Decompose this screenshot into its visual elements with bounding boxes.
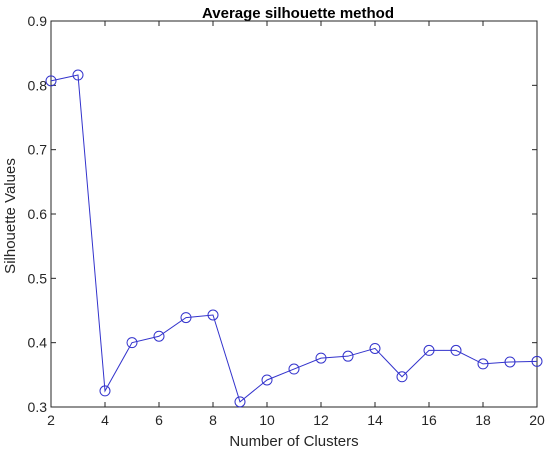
data-point-marker	[396, 371, 408, 383]
series-layer	[45, 69, 543, 408]
y-tick-label: 0.4	[28, 335, 48, 351]
data-point-marker	[207, 309, 219, 321]
x-tick-label: 18	[475, 412, 491, 428]
x-tick-label: 14	[367, 412, 383, 428]
data-point-marker	[423, 344, 435, 356]
y-tick-label: 0.5	[28, 270, 48, 286]
axis-ticks	[50, 20, 538, 408]
chart-title: Average silhouette method	[202, 5, 394, 22]
series-line	[50, 74, 538, 403]
data-point-marker	[369, 342, 381, 354]
x-tick-label: 4	[101, 412, 109, 428]
x-tick-label: 20	[529, 412, 545, 428]
data-point-marker	[450, 344, 462, 356]
y-tick-label: 0.8	[28, 77, 48, 93]
axis-tick-labels: 2 4 6 8 10 12 14 16 18 20 0.3 0.4 0.5 0.6 0.7 0.8 0.9	[28, 13, 545, 428]
data-point-marker	[72, 69, 84, 81]
data-point-marker	[342, 350, 354, 362]
data-point-marker	[45, 75, 57, 87]
data-point-marker	[180, 312, 192, 324]
x-tick-label: 6	[155, 412, 163, 428]
data-point-marker	[153, 330, 165, 342]
data-point-marker	[99, 385, 111, 397]
data-point-marker	[126, 337, 138, 349]
x-tick-label: 2	[47, 412, 55, 428]
data-point-marker	[261, 374, 273, 386]
x-tick-label: 8	[209, 412, 217, 428]
data-point-marker	[477, 358, 489, 370]
y-tick-label: 0.9	[28, 13, 48, 29]
data-point-marker	[234, 396, 246, 408]
y-axis-label: Silhouette Values	[2, 158, 19, 274]
x-tick-label: 12	[313, 412, 329, 428]
data-point-marker	[504, 356, 516, 368]
x-axis-label: Number of Clusters	[229, 433, 358, 450]
y-tick-label: 0.7	[28, 142, 48, 158]
data-point-marker	[288, 363, 300, 375]
y-tick-label: 0.3	[28, 399, 48, 415]
x-tick-label: 16	[421, 412, 437, 428]
x-tick-label: 10	[259, 412, 275, 428]
data-point-marker	[315, 352, 327, 364]
y-tick-label: 0.6	[28, 206, 48, 222]
data-point-marker	[531, 355, 543, 367]
